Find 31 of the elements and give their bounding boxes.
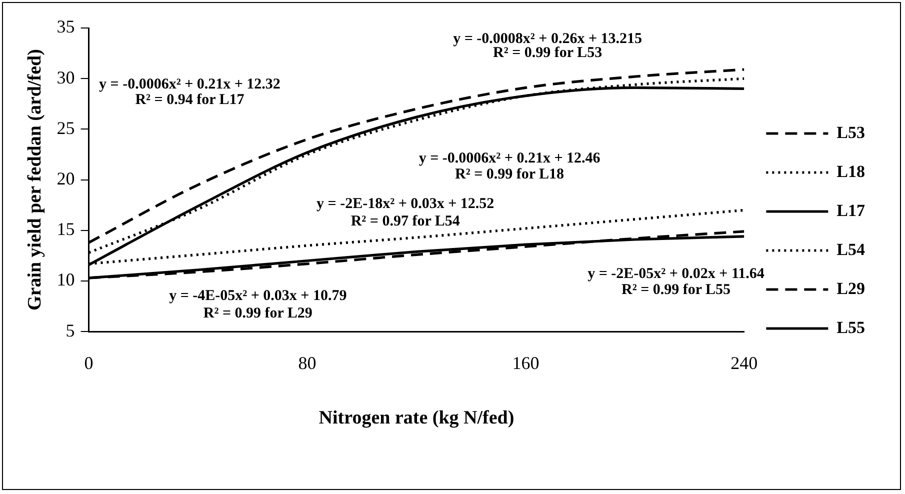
- annotation: y = -0.0006x² + 0.21x + 12.46: [418, 150, 601, 166]
- x-tick-label: 0: [84, 353, 94, 374]
- x-tick-label: 240: [730, 353, 758, 374]
- x-axis-title: Nitrogen rate (kg N/fed): [318, 408, 514, 429]
- annotation: R² = 0.99 for L18: [455, 166, 564, 183]
- legend-label: L17: [836, 200, 866, 220]
- y-tick-label: 20: [56, 168, 75, 189]
- legend-label: L18: [836, 162, 866, 181]
- annotation: R² = 0.94 for L17: [135, 92, 245, 108]
- legend-label: L53: [836, 122, 866, 142]
- y-tick-label: 5: [66, 320, 75, 340]
- annotation: R² = 0.99 for L53: [493, 45, 602, 62]
- legend-label: L54: [836, 240, 866, 259]
- legend-label: L55: [836, 318, 866, 337]
- y-tick-label: 30: [56, 67, 75, 88]
- y-axis-title: Grain yield per feddan (ard/fed): [24, 49, 46, 311]
- y-tick-label: 15: [56, 219, 75, 240]
- y-tick-label: 35: [56, 16, 75, 37]
- annotation: R² = 0.99 for L55: [621, 282, 731, 298]
- annotation: y = -2E-05x² + 0.02x + 11.64: [588, 266, 765, 282]
- annotation: y = -4E-05x² + 0.03x + 10.79: [169, 288, 347, 304]
- annotation: y = -0.0008x² + 0.26x + 13.215: [453, 31, 642, 48]
- y-tick-label: 10: [56, 270, 75, 290]
- x-tick-label: 160: [512, 353, 540, 374]
- x-tick-label: 80: [298, 353, 316, 374]
- annotation: R² = 0.97 for L54: [350, 213, 460, 230]
- annotation: y = -0.0006x² + 0.21x + 12.32: [99, 76, 280, 93]
- annotation: y = -2E-18x² + 0.03x + 12.52: [316, 196, 494, 212]
- y-tick-label: 25: [56, 118, 75, 138]
- annotation: R² = 0.99 for L29: [203, 305, 312, 322]
- legend-label: L29: [836, 278, 866, 298]
